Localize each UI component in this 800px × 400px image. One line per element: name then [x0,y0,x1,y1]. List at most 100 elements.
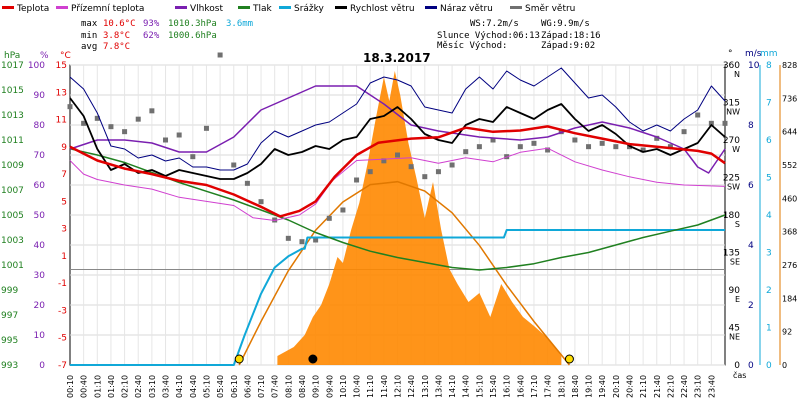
axis-tick-humidity: 20 [34,301,46,311]
x-tick-label: 03:10 [148,375,157,398]
direction-point [135,116,141,122]
plot-area [67,52,728,366]
x-tick-label: 17:40 [544,375,553,398]
axis-tick-humidity: 40 [34,241,46,251]
x-tick-label: 09:10 [312,375,321,398]
direction-point [313,237,319,243]
direction-point [367,169,373,175]
x-tick-label: 16:10 [503,375,512,398]
x-tick-label: 18:10 [557,375,566,398]
legend-item-vlhkost: Vlhkost [175,4,223,14]
series-line-srážky [70,229,725,366]
stats-panel: max 10.6°C 93% 1010.3hPa 3.6mm min 3.8°C… [81,19,601,52]
direction-point [299,239,305,245]
axis-tick-compass: N [734,70,740,79]
x-tick-label: 16:40 [516,375,525,398]
legend-item-naraz-vetru: Náraz větru [425,4,493,14]
direction-point [244,180,250,186]
x-tick-label: 12:40 [407,375,416,398]
series-line-teplota [69,125,726,218]
axis-tick-direction: 0 [734,361,740,371]
x-tick-label: 05:10 [202,375,211,398]
legend-item-smer-vetru: Směr větru [510,4,575,14]
direction-point [599,140,605,146]
direction-point [640,147,646,153]
axis-tick-temperature: -7 [58,361,67,371]
axis-tick-compass: W [732,145,740,154]
direction-point [586,144,592,150]
axis-tick-solar: 736 [782,94,797,103]
x-tick-label: 05:40 [216,375,225,398]
direction-point [654,135,660,141]
legend-item-srazky: Srážky [279,4,325,14]
axis-label-hpa: hPa [4,51,20,61]
axis-tick-temperature: 7 [61,170,67,180]
axis-tick-temperature: 3 [61,225,67,235]
axis-tick-compass: NW [726,108,740,117]
axis-tick-humidity: 30 [34,271,46,281]
legend-label: Tlak [252,4,273,14]
x-tick-label: 13:40 [434,375,443,398]
axis-tick-solar: 184 [782,294,797,303]
axis-tick-temperature: 1 [61,252,67,262]
x-tick-label: 21:40 [653,375,662,398]
stats-max-temp: 10.6°C [103,19,136,29]
x-tick-label: 15:10 [475,375,484,398]
series-line-vlhkost [69,85,726,174]
axis-tick-temperature: 13 [56,88,67,98]
direction-point [476,144,482,150]
x-tick-label: 18:40 [571,375,580,398]
axis-tick-hpa: 997 [1,311,18,321]
x-tick-label: 20:40 [625,375,634,398]
x-tick-label: 08:40 [298,375,307,398]
axis-tick-hpa: 1011 [1,136,24,146]
axis-tick-humidity: 0 [39,361,45,371]
x-tick-label: 00:40 [80,375,89,398]
axis-tick-wind: 8 [748,121,754,131]
x-tick-label: 13:10 [421,375,430,398]
axis-tick-temperature: 9 [61,143,67,153]
axis-tick-temperature: -3 [58,306,67,316]
x-tick-label: 02:40 [134,375,143,398]
chart-title: 18.3.2017 [363,51,431,65]
axis-tick-wind: 0 [748,361,754,371]
direction-point [258,199,264,205]
axes: 1017101510131011100910071005100310019999… [1,49,797,398]
x-tick-label: 20:10 [612,375,621,398]
x-tick-label: 23:10 [694,375,703,398]
axis-tick-direction: 270 [723,136,740,146]
stats-max-rain: 3.6mm [226,19,253,29]
series-line-tlak [69,148,726,271]
stats-min-pressure: 1000.6hPa [168,31,217,41]
axis-tick-humidity: 100 [28,61,45,71]
direction-point [231,162,237,168]
axis-tick-compass: SE [730,258,740,267]
direction-point [381,158,387,164]
axis-tick-wind: 6 [748,181,754,191]
axis-tick-temperature: 11 [56,116,67,126]
stats-min-humidity: 62% [143,31,160,41]
direction-point [531,140,537,146]
direction-point [695,112,701,118]
axis-tick-solar: 276 [782,261,797,270]
direction-point [81,120,87,126]
axis-tick-rain: 6 [766,136,772,146]
direction-point [517,144,523,150]
stats-max-humidity: 93% [143,19,160,29]
legend-label: Směr větru [525,4,575,14]
precipitation-area [277,71,562,365]
direction-point [203,125,209,131]
direction-point [122,129,128,135]
x-tick-label: 03:40 [162,375,171,398]
x-tick-label: 04:40 [189,375,198,398]
direction-point [67,104,73,110]
stats-max-label: max [81,19,98,29]
event-marker [308,354,318,364]
stats-min-temp: 3.8°C [103,31,130,41]
legend-label: Vlhkost [190,4,223,14]
axis-tick-direction: 315 [723,99,740,109]
axis-tick-hpa: 1007 [1,186,24,196]
axis-tick-direction: 45 [729,324,740,334]
x-tick-label: 22:10 [666,375,675,398]
x-tick-label: 01:40 [107,375,116,398]
